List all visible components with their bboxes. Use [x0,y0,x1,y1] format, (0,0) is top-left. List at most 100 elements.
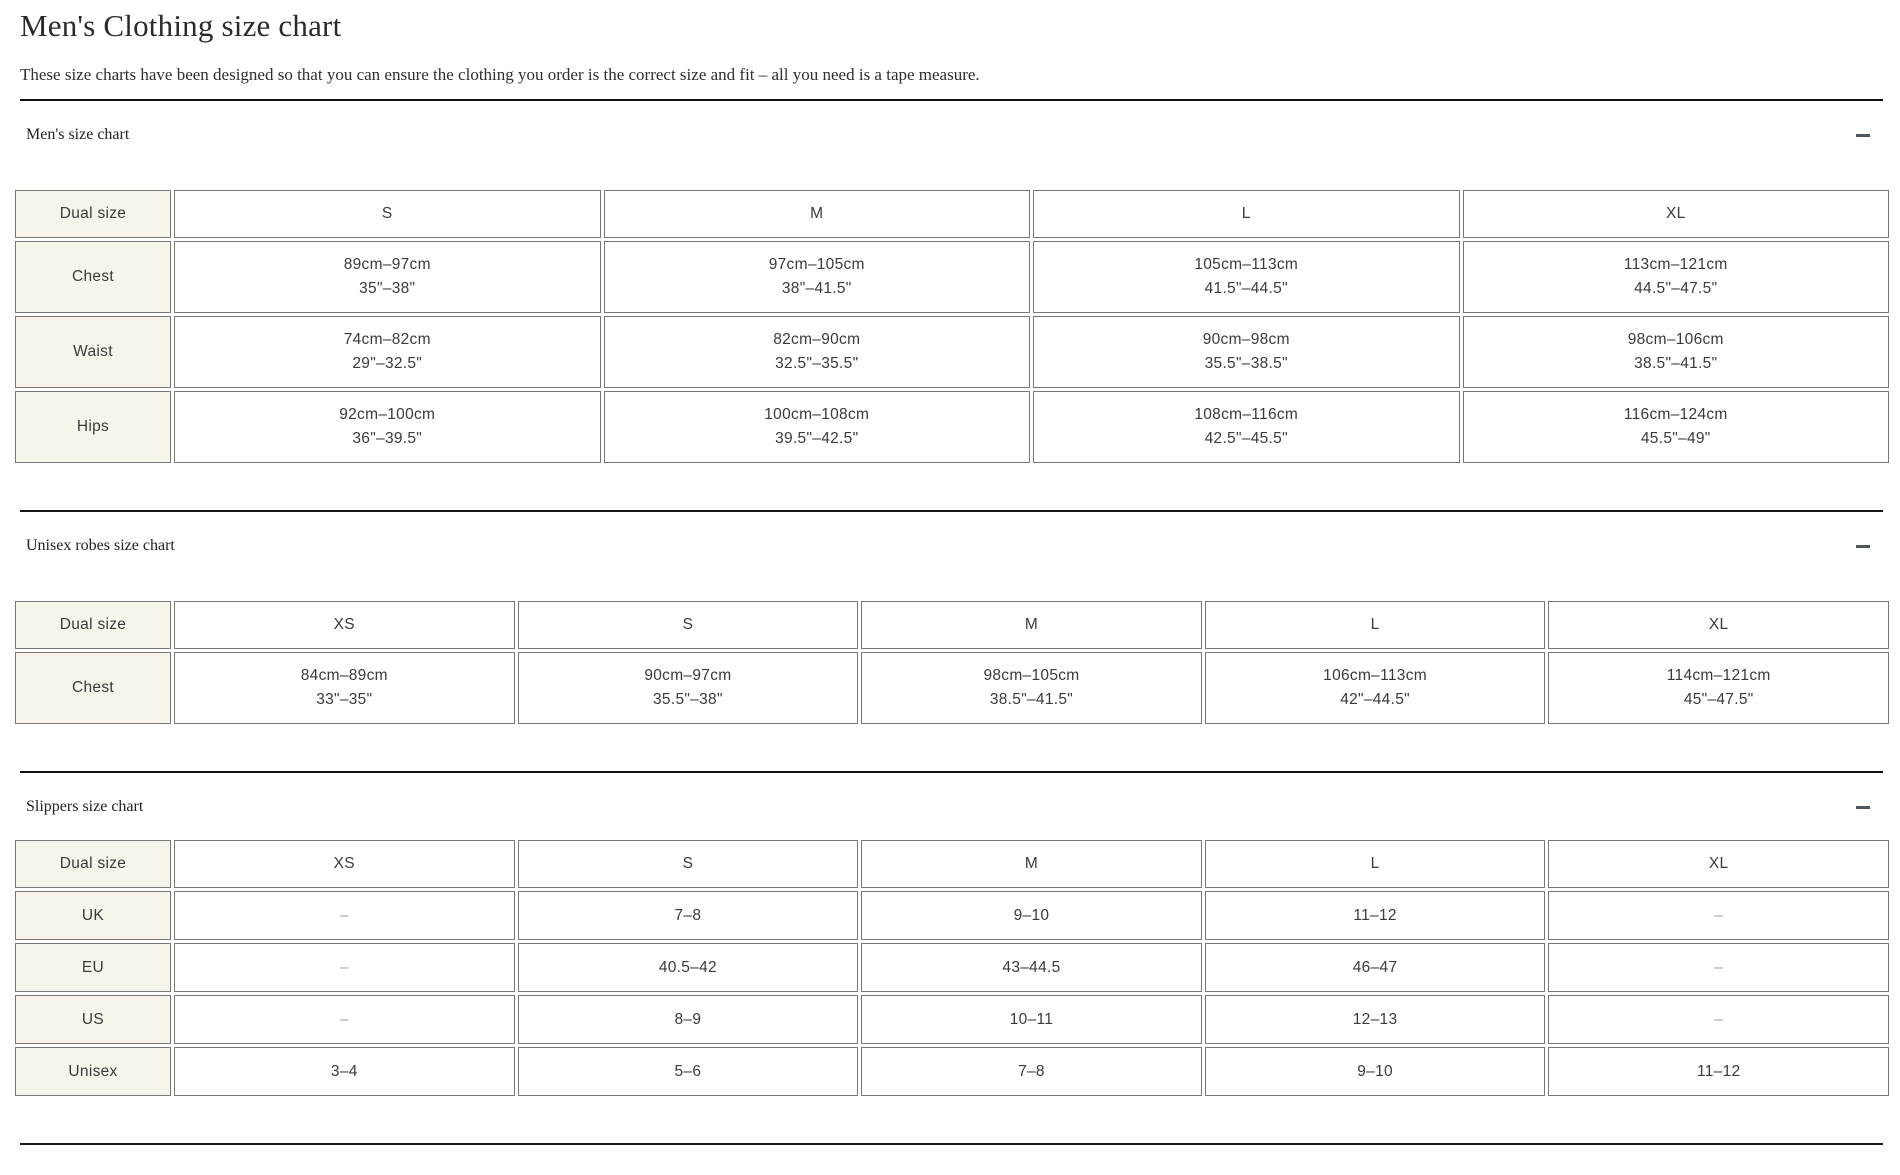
value-line: 92cm–100cm [339,406,436,423]
value-line: – [1714,1010,1724,1028]
value-line: 7–8 [1018,1062,1045,1080]
value-line: 41.5"–44.5" [1204,280,1288,297]
size-value-cell: – [1548,943,1889,992]
value-line: 11–12 [1696,1062,1741,1080]
row-label-cell: Hips [15,391,171,463]
value-line: 89cm–97cm [343,256,431,273]
value-line: 12–13 [1352,1010,1398,1028]
section-divider [20,510,1883,512]
row-label-cell: US [15,995,171,1044]
value-line: 100cm–108cm [764,406,870,423]
value-line: 35.5"–38.5" [1204,355,1288,372]
value-line: 46–47 [1352,958,1398,976]
size-value-cell: 82cm–90cm 32.5"–35.5" [603,316,1030,388]
value-line: 84cm–89cm [300,667,388,684]
size-value-cell: 108cm–116cm 42.5"–45.5" [1033,391,1460,463]
size-value-cell: 46–47 [1204,943,1546,992]
value-line: 38.5"–41.5" [989,691,1074,708]
size-value-cell: 113cm–121cm 44.5"–47.5" [1462,241,1889,313]
row-label-cell: Waist [15,316,171,388]
value-line: 97cm–105cm [768,256,865,273]
value-line: 10–11 [1009,1010,1054,1028]
minus-icon [1856,805,1870,809]
size-value-cell: – [1548,891,1889,940]
value-line: 43–44.5 [1002,958,1061,976]
size-value-cell: 92cm–100cm 36"–39.5" [174,391,601,463]
minus-icon [1856,544,1870,548]
value-line: – [1714,958,1724,976]
value-line: 42.5"–45.5" [1204,430,1288,447]
corner-label-cell: Dual size [15,601,171,649]
size-value-cell: 9–10 [861,891,1202,940]
page-subtitle: These size charts have been designed so … [20,65,980,84]
value-line: – [1714,906,1724,924]
size-value-cell: 116cm–124cm 45.5"–49" [1462,391,1889,463]
size-column-header: L [1204,840,1546,888]
row-label-cell: Unisex [15,1047,171,1096]
value-line: 113cm–121cm [1623,256,1728,273]
value-line: 42"–44.5" [1340,691,1410,708]
value-line: 38.5"–41.5" [1634,355,1718,372]
size-value-cell: 100cm–108cm 39.5"–42.5" [603,391,1030,463]
size-value-cell: 7–8 [861,1047,1202,1096]
value-line: 108cm–116cm [1194,406,1299,423]
table-header-row: Dual size XS S M L XL [15,601,1889,649]
table-row: Unisex 3–4 5–6 7–8 9–10 11–12 [15,1047,1889,1096]
value-line: 98cm–105cm [983,667,1080,684]
section-divider [20,771,1883,773]
collapse-section-button[interactable] [1854,539,1872,554]
row-label-cell: Chest [15,241,171,313]
corner-label-cell: Dual size [15,190,171,238]
value-line: – [339,1010,349,1028]
value-line: 98cm–106cm [1627,331,1724,348]
section-header: Slippers size chart [26,797,1872,817]
size-column-header: M [861,840,1202,888]
size-value-cell: 89cm–97cm 35"–38" [174,241,601,313]
bottom-divider [20,1143,1883,1145]
value-line: 39.5"–42.5" [775,430,859,447]
table-row: EU – 40.5–42 43–44.5 46–47 – [15,943,1889,992]
value-line: 35"–38" [359,280,416,297]
collapse-section-button[interactable] [1854,128,1872,143]
row-label-cell: Chest [15,652,171,724]
table-row: Waist 74cm–82cm 29"–32.5" 82cm–90cm 32.5"–35… [15,316,1889,388]
size-column-header: L [1033,190,1460,238]
value-line: 105cm–113cm [1194,256,1299,273]
value-line: 90cm–98cm [1202,331,1290,348]
size-column-header: XL [1548,840,1889,888]
sections-container: Men's size chart Dual size S M L XL Chest 89cm–… [12,99,1892,1099]
value-line: 44.5"–47.5" [1634,280,1718,297]
size-column-header: L [1204,601,1546,649]
row-label-cell: UK [15,891,171,940]
value-line: 106cm–113cm [1323,667,1427,684]
section-header: Unisex robes size chart [26,536,1872,556]
size-value-cell: 98cm–106cm 38.5"–41.5" [1462,316,1889,388]
value-line: 5–6 [674,1062,702,1080]
table-header-row: Dual size XS S M L XL [15,840,1889,888]
size-chart-table: Dual size S M L XL Chest 89cm–97cm 35"–38" 97cm–… [12,187,1892,466]
section-title: Men's size chart [26,126,130,143]
value-line: – [339,958,349,976]
size-value-cell: 9–10 [1204,1047,1546,1096]
table-header-row: Dual size S M L XL [15,190,1889,238]
value-line: 9–10 [1013,906,1050,924]
size-value-cell: 12–13 [1204,995,1546,1044]
value-line: 29"–32.5" [352,355,423,372]
value-line: 36"–39.5" [352,430,423,447]
table-row: Hips 92cm–100cm 36"–39.5" 100cm–108cm 39.5"–… [15,391,1889,463]
value-line: 74cm–82cm [343,331,431,348]
value-line: 35.5"–38" [653,691,723,708]
size-value-cell: 11–12 [1548,1047,1889,1096]
size-chart-table: Dual size XS S M L XL UK –7–8 9–10 11–12– EU –40.5–… [12,837,1892,1099]
value-line: 90cm–97cm [644,667,732,684]
minus-icon [1856,133,1870,137]
section-title: Slippers size chart [26,798,144,815]
collapse-section-button[interactable] [1854,800,1872,815]
size-value-cell: – [174,891,515,940]
size-value-cell: 105cm–113cm 41.5"–44.5" [1033,241,1460,313]
size-value-cell: 97cm–105cm 38"–41.5" [603,241,1030,313]
size-value-cell: 98cm–105cm 38.5"–41.5" [861,652,1202,724]
row-label-cell: EU [15,943,171,992]
section-divider [20,99,1883,101]
size-value-cell: – [174,943,515,992]
